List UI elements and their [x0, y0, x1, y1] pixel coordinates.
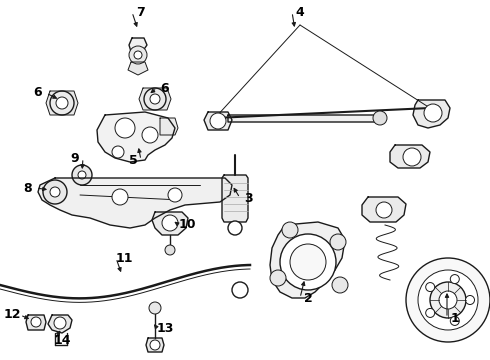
Circle shape — [112, 189, 128, 205]
Polygon shape — [128, 62, 148, 75]
Circle shape — [406, 258, 490, 342]
Circle shape — [144, 88, 166, 110]
Polygon shape — [129, 38, 147, 60]
Polygon shape — [270, 222, 345, 298]
Text: 3: 3 — [244, 192, 252, 204]
Circle shape — [450, 275, 459, 284]
Circle shape — [56, 97, 68, 109]
Circle shape — [50, 91, 74, 115]
Text: 14: 14 — [53, 333, 71, 346]
Circle shape — [134, 51, 142, 59]
Polygon shape — [146, 338, 164, 352]
Circle shape — [142, 127, 158, 143]
Polygon shape — [152, 212, 188, 235]
Polygon shape — [46, 91, 78, 115]
Polygon shape — [228, 115, 382, 122]
Polygon shape — [413, 100, 450, 128]
Circle shape — [168, 188, 182, 202]
Circle shape — [72, 165, 92, 185]
Circle shape — [149, 302, 161, 314]
Polygon shape — [38, 178, 232, 228]
Polygon shape — [139, 88, 171, 110]
Polygon shape — [26, 315, 46, 330]
Circle shape — [50, 187, 60, 197]
Circle shape — [424, 104, 442, 122]
Circle shape — [430, 282, 466, 318]
Circle shape — [115, 118, 135, 138]
Polygon shape — [160, 118, 178, 135]
Circle shape — [373, 111, 387, 125]
Text: 13: 13 — [156, 321, 173, 334]
Text: 10: 10 — [178, 219, 196, 231]
Polygon shape — [97, 112, 175, 162]
Circle shape — [43, 180, 67, 204]
Circle shape — [418, 270, 478, 330]
Circle shape — [270, 270, 286, 286]
Text: 12: 12 — [3, 309, 21, 321]
Polygon shape — [204, 112, 232, 130]
Circle shape — [280, 234, 336, 290]
Circle shape — [78, 171, 86, 179]
Text: 6: 6 — [161, 81, 170, 94]
Circle shape — [165, 245, 175, 255]
Circle shape — [450, 316, 459, 325]
Text: 9: 9 — [71, 152, 79, 165]
Circle shape — [426, 309, 435, 318]
Polygon shape — [222, 175, 248, 222]
Circle shape — [112, 146, 124, 158]
Circle shape — [466, 296, 474, 305]
Circle shape — [282, 222, 298, 238]
Circle shape — [232, 282, 248, 298]
Polygon shape — [390, 145, 430, 168]
Text: 6: 6 — [34, 86, 42, 99]
Text: 4: 4 — [295, 5, 304, 18]
Text: 11: 11 — [115, 252, 133, 265]
Circle shape — [376, 202, 392, 218]
Circle shape — [439, 291, 457, 309]
Circle shape — [426, 283, 435, 292]
Circle shape — [150, 94, 160, 104]
Circle shape — [290, 244, 326, 280]
Text: 5: 5 — [128, 153, 137, 166]
Circle shape — [129, 46, 147, 64]
Text: 1: 1 — [451, 311, 460, 324]
Polygon shape — [362, 197, 406, 222]
Circle shape — [330, 234, 346, 250]
Circle shape — [54, 317, 66, 329]
Circle shape — [150, 340, 160, 350]
Text: 7: 7 — [136, 5, 145, 18]
Circle shape — [210, 113, 226, 129]
Circle shape — [31, 317, 41, 327]
Circle shape — [162, 215, 178, 231]
Polygon shape — [48, 315, 72, 333]
Text: 2: 2 — [304, 292, 313, 305]
Circle shape — [403, 148, 421, 166]
Circle shape — [332, 277, 348, 293]
Text: 8: 8 — [24, 181, 32, 194]
Circle shape — [228, 221, 242, 235]
